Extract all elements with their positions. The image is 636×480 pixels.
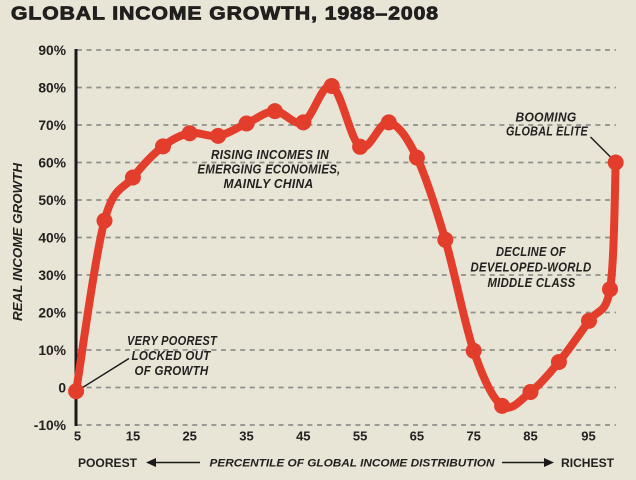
svg-text:20%: 20% [38,306,66,321]
svg-text:40%: 40% [38,231,66,246]
svg-text:0: 0 [58,381,66,396]
svg-text:GLOBAL INCOME GROWTH, 1988–200: GLOBAL INCOME GROWTH, 1988–2008 [11,4,439,24]
svg-text:35: 35 [239,429,253,444]
svg-text:VERY POOREST: VERY POOREST [127,333,218,348]
svg-text:65: 65 [410,429,424,444]
svg-text:15: 15 [126,429,140,444]
svg-text:55: 55 [353,429,367,444]
svg-text:45: 45 [296,429,310,444]
svg-text:DECLINE OF: DECLINE OF [496,244,567,259]
svg-text:75: 75 [466,429,480,444]
svg-text:5: 5 [74,429,81,444]
svg-text:MAINLY CHINA: MAINLY CHINA [224,176,314,191]
svg-text:60%: 60% [38,156,66,171]
svg-text:EMERGING ECONOMIES,: EMERGING ECONOMIES, [198,162,341,177]
svg-text:90%: 90% [38,43,66,58]
svg-text:BOOMING: BOOMING [516,110,577,125]
svg-text:POOREST: POOREST [78,456,138,470]
svg-text:-10%: -10% [34,418,66,433]
svg-text:MIDDLE CLASS: MIDDLE CLASS [488,275,576,290]
svg-text:80%: 80% [38,81,66,96]
svg-text:85: 85 [523,429,537,444]
svg-text:GLOBAL ELITE: GLOBAL ELITE [506,124,588,139]
svg-text:LOCKED OUT: LOCKED OUT [132,348,212,363]
svg-text:30%: 30% [38,268,66,283]
svg-text:PERCENTILE OF GLOBAL INCOME DI: PERCENTILE OF GLOBAL INCOME DISTRIBUTION [210,458,496,470]
svg-text:RICHEST: RICHEST [561,456,615,470]
svg-text:50%: 50% [38,193,66,208]
svg-text:DEVELOPED-WORLD: DEVELOPED-WORLD [471,260,592,275]
svg-text:25: 25 [182,429,196,444]
svg-text:RISING INCOMES IN: RISING INCOMES IN [211,147,329,162]
svg-text:10%: 10% [38,343,66,358]
svg-text:REAL INCOME GROWTH: REAL INCOME GROWTH [11,162,25,321]
svg-text:OF GROWTH: OF GROWTH [135,363,209,378]
svg-text:95: 95 [581,429,595,444]
svg-text:70%: 70% [38,118,66,133]
